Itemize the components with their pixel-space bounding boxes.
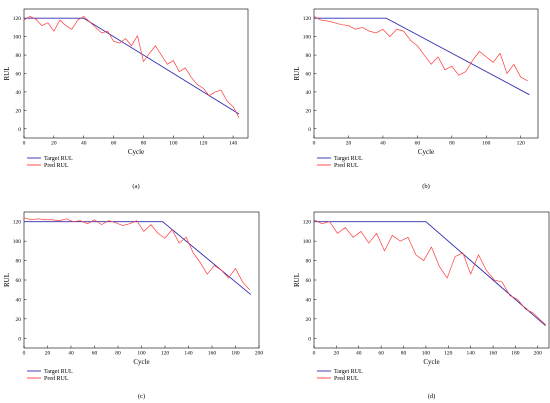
legend-label: Pred RUL	[334, 163, 359, 169]
legend-label: Target RUL	[334, 156, 363, 162]
legend-label: Target RUL	[334, 369, 363, 375]
y-tick-label: 100	[303, 239, 312, 245]
panel-caption: (c)	[138, 393, 145, 400]
x-tick-label: 180	[231, 351, 240, 357]
panels-group: 0 20 40 60 80 100 120 140 0 20 40 60 80 100 120 Cycle RU…	[3, 8, 550, 400]
legend-label: Pred RUL	[44, 163, 69, 169]
y-tick-label: 80	[16, 53, 22, 59]
x-tick-label: 160	[489, 351, 498, 357]
target-rul-line	[314, 221, 546, 326]
y-tick-label: 120	[13, 16, 22, 22]
x-tick-label: 20	[346, 141, 352, 147]
x-tick-label: 0	[23, 141, 26, 147]
y-tick-label: 80	[306, 53, 312, 59]
y-tick-label: 40	[306, 297, 312, 303]
legend-label: Pred RUL	[44, 376, 69, 382]
chart-panel: 0 20 40 60 80 100 120 0 20 40 60 80 100 120 Cycle RUL Ta…	[293, 8, 539, 190]
y-tick-label: 120	[303, 16, 312, 22]
chart-panel: 0 20 40 60 80 100 120 140 160 180 200 0 20 40 60 80 100 1…	[293, 211, 550, 400]
legend-label: Pred RUL	[334, 376, 359, 382]
x-tick-label: 200	[534, 351, 543, 357]
x-tick-label: 100	[169, 141, 178, 147]
target-rul-line	[24, 17, 240, 115]
y-tick-label: 60	[16, 278, 22, 284]
x-tick-label: 20	[45, 351, 51, 357]
y-tick-label: 20	[306, 317, 312, 323]
panel-caption: (a)	[132, 183, 139, 190]
x-tick-label: 160	[208, 351, 217, 357]
x-tick-label: 80	[449, 141, 455, 147]
x-tick-label: 60	[111, 141, 117, 147]
target-rul-line	[314, 17, 530, 96]
x-tick-label: 40	[81, 141, 87, 147]
x-tick-label: 100	[137, 351, 146, 357]
x-axis-title: Cycle	[418, 148, 434, 156]
y-tick-label: 0	[18, 336, 21, 342]
chart-panel: 0 20 40 60 80 100 120 140 160 180 200 0 20 40 60 80 100 1…	[3, 211, 264, 400]
x-tick-label: 80	[401, 351, 407, 357]
y-tick-label: 20	[16, 317, 22, 323]
x-tick-label: 120	[444, 351, 453, 357]
x-tick-label: 120	[199, 141, 208, 147]
y-axis-title: RUL	[3, 273, 11, 287]
x-tick-label: 80	[141, 141, 147, 147]
pred-rul-line	[23, 16, 240, 118]
y-tick-label: 60	[306, 72, 312, 78]
legend-label: Target RUL	[44, 369, 73, 375]
x-tick-label: 120	[161, 351, 170, 357]
x-tick-label: 180	[511, 351, 520, 357]
x-tick-label: 100	[482, 141, 491, 147]
y-tick-label: 100	[303, 35, 312, 41]
y-tick-label: 0	[308, 336, 311, 342]
x-tick-label: 80	[115, 351, 121, 357]
y-tick-label: 80	[16, 259, 22, 265]
y-axis-title: RUL	[293, 67, 301, 81]
y-axis-title: RUL	[3, 67, 11, 81]
x-tick-label: 140	[184, 351, 193, 357]
x-tick-label: 40	[68, 351, 74, 357]
y-tick-label: 0	[308, 127, 311, 133]
y-tick-label: 20	[306, 108, 312, 114]
x-tick-label: 40	[356, 351, 362, 357]
y-tick-label: 80	[306, 259, 312, 265]
x-tick-label: 60	[378, 351, 384, 357]
y-tick-label: 0	[18, 127, 21, 133]
chart-panel: 0 20 40 60 80 100 120 140 0 20 40 60 80 100 120 Cycle RU…	[3, 8, 249, 190]
y-tick-label: 40	[16, 90, 22, 96]
x-tick-label: 200	[255, 351, 264, 357]
x-tick-label: 0	[23, 351, 26, 357]
x-tick-label: 0	[313, 141, 316, 147]
x-axis-title: Cycle	[133, 358, 149, 366]
panel-caption: (b)	[422, 183, 430, 190]
x-tick-label: 140	[229, 141, 238, 147]
x-tick-label: 20	[51, 141, 57, 147]
x-tick-label: 20	[334, 351, 340, 357]
x-axis-title: Cycle	[128, 148, 144, 156]
pred-rul-line	[313, 219, 546, 325]
x-tick-label: 100	[422, 351, 431, 357]
y-tick-label: 60	[306, 278, 312, 284]
panel-caption: (d)	[428, 393, 436, 400]
y-tick-label: 40	[16, 297, 22, 303]
y-tick-label: 20	[16, 108, 22, 114]
x-tick-label: 60	[92, 351, 98, 357]
y-tick-label: 100	[13, 35, 22, 41]
y-tick-label: 120	[13, 220, 22, 226]
y-tick-label: 120	[303, 220, 312, 226]
x-tick-label: 0	[313, 351, 316, 357]
x-tick-label: 60	[415, 141, 421, 147]
x-tick-label: 120	[517, 141, 526, 147]
pred-rul-line	[23, 217, 250, 290]
x-tick-label: 40	[380, 141, 386, 147]
legend-label: Target RUL	[44, 156, 73, 162]
y-tick-label: 40	[306, 90, 312, 96]
x-tick-label: 140	[467, 351, 476, 357]
pred-rul-line	[313, 16, 528, 82]
y-tick-label: 100	[13, 239, 22, 245]
x-axis-title: Cycle	[423, 358, 439, 366]
y-tick-label: 60	[16, 72, 22, 78]
y-axis-title: RUL	[293, 273, 301, 287]
